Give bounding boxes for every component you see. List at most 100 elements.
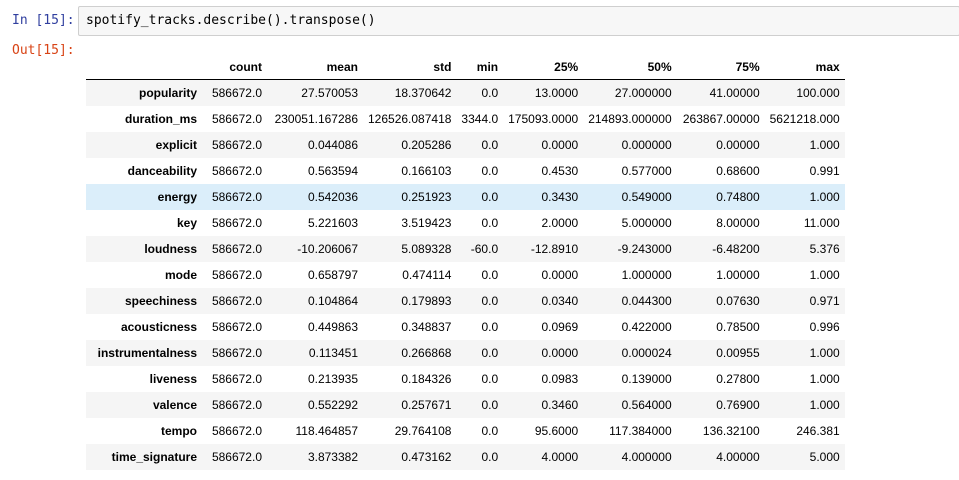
table-cell: 100.000 (796, 86, 840, 100)
table-cell: 8.00000 (716, 216, 760, 230)
table-cell: 586672.0 (211, 398, 262, 412)
table-cell: 5.000000 (621, 216, 672, 230)
table-cell: 0.473162 (401, 450, 452, 464)
table-cell: 586672.0 (211, 86, 262, 100)
table-cell: 0.00000 (716, 138, 760, 152)
table-cell: 0.0 (481, 424, 499, 438)
table-header: count mean std min 25% 50% 75% max (86, 55, 845, 80)
input-prompt: In [15]: (12, 13, 75, 28)
table-row: loudness 586672.0 -10.206067 5.089328 -60.0 -… (86, 236, 845, 262)
table-cell: 0.577000 (621, 164, 672, 178)
row-label: tempo (161, 424, 197, 438)
table-cell: -9.243000 (617, 242, 672, 256)
row-label: danceability (127, 164, 197, 178)
code-editor[interactable]: spotify_tracks.describe().transpose() (78, 6, 959, 36)
table-cell: 0.0969 (541, 320, 579, 334)
table-cell: 0.0000 (541, 268, 579, 282)
table-cell: 4.00000 (716, 450, 760, 464)
col-header-50: 50% (583, 55, 677, 80)
table-cell: 118.464857 (295, 424, 358, 438)
table-row: energy 586672.0 0.542036 0.251923 0.0 0.3430 0… (86, 184, 845, 210)
table-cell: 0.184326 (401, 372, 452, 386)
table-row: time_signature 586672.0 3.873382 0.473162 0.… (86, 444, 845, 470)
table-cell: 214893.000000 (588, 112, 672, 126)
table-cell: 5.089328 (401, 242, 452, 256)
table-cell: 0.991 (809, 164, 840, 178)
table-cell: 0.996 (809, 320, 840, 334)
table-cell: 0.78500 (716, 320, 760, 334)
table-cell: 1.000 (809, 346, 840, 360)
col-header-mean: mean (267, 55, 363, 80)
table-cell: 5.376 (809, 242, 840, 256)
table-cell: -12.8910 (530, 242, 579, 256)
table-cell: 1.000 (809, 372, 840, 386)
table-cell: -10.206067 (297, 242, 358, 256)
table-cell: 246.381 (796, 424, 840, 438)
table-cell: 586672.0 (211, 320, 262, 334)
table-cell: 5.000 (809, 450, 840, 464)
table-row: duration_ms 586672.0 230051.167286 126526.0… (86, 106, 845, 132)
table-cell: 0.0 (481, 268, 499, 282)
table-row: liveness 586672.0 0.213935 0.184326 0.0 0.098… (86, 366, 845, 392)
table-cell: 0.0 (481, 398, 499, 412)
col-header-count: count (202, 55, 267, 80)
table-cell: 1.000 (809, 398, 840, 412)
row-label: valence (152, 398, 197, 412)
row-label: speechiness (124, 294, 197, 308)
table-row: instrumentalness 586672.0 0.113451 0.266868… (86, 340, 845, 366)
code-text[interactable]: spotify_tracks.describe().transpose() (86, 13, 376, 28)
table-cell: 95.6000 (534, 424, 579, 438)
table-cell: 0.0 (481, 190, 499, 204)
table-cell: 5621218.000 (769, 112, 840, 126)
col-header-max: max (764, 55, 845, 80)
table-row: key 586672.0 5.221603 3.519423 0.0 2.0000 5.00… (86, 210, 845, 236)
table-cell: 586672.0 (211, 138, 262, 152)
table-cell: 0.549000 (621, 190, 672, 204)
row-label: energy (157, 190, 197, 204)
table-row: tempo 586672.0 118.464857 29.764108 0.0 95.60… (86, 418, 845, 444)
table-cell: 0.0000 (541, 346, 579, 360)
row-label: liveness (149, 372, 197, 386)
table-row: danceability 586672.0 0.563594 0.166103 0.0 0… (86, 158, 845, 184)
row-label: loudness (144, 242, 197, 256)
table-cell: 263867.00000 (682, 112, 760, 126)
table-cell: 29.764108 (394, 424, 452, 438)
table-cell: 586672.0 (211, 112, 262, 126)
table-cell: 0.104864 (307, 294, 358, 308)
table-cell: 0.000024 (621, 346, 672, 360)
table-row: acousticness 586672.0 0.449863 0.348837 0.0 0… (86, 314, 845, 340)
table-cell: 1.000 (809, 268, 840, 282)
row-label: acousticness (120, 320, 197, 334)
row-label: mode (164, 268, 197, 282)
row-label: explicit (155, 138, 197, 152)
table-cell: 0.474114 (402, 268, 452, 282)
table-cell: 0.449863 (307, 320, 358, 334)
input-cell[interactable]: In [15]: spotify_tracks.describe().trans… (0, 6, 959, 36)
table-cell: 0.348837 (401, 320, 452, 334)
table-cell: 3.873382 (307, 450, 358, 464)
table-row: speechiness 586672.0 0.104864 0.179893 0.0 0.… (86, 288, 845, 314)
table-row: explicit 586672.0 0.044086 0.205286 0.0 0.000… (86, 132, 845, 158)
table-cell: 41.00000 (709, 86, 760, 100)
table-cell: 0.0340 (541, 294, 579, 308)
table-cell: 586672.0 (211, 294, 262, 308)
table-cell: 0.251923 (401, 190, 452, 204)
output-prompt: Out[15]: (12, 43, 75, 58)
table-cell: 586672.0 (211, 346, 262, 360)
table-cell: 175093.0000 (508, 112, 579, 126)
table-cell: 27.000000 (614, 86, 672, 100)
table-cell: 0.139000 (621, 372, 672, 386)
describe-dataframe: count mean std min 25% 50% 75% max popul… (86, 55, 845, 470)
table-row: valence 586672.0 0.552292 0.257671 0.0 0.3460… (86, 392, 845, 418)
table-cell: 11.000 (803, 216, 840, 230)
table-cell: 0.0 (481, 86, 499, 100)
table-row: mode 586672.0 0.658797 0.474114 0.0 0.0000 1.0… (86, 262, 845, 288)
table-body: popularity 586672.0 27.570053 18.370642 0.0 1… (86, 79, 845, 470)
table-cell: 0.000000 (621, 138, 672, 152)
table-cell: 0.0 (481, 294, 499, 308)
table-cell: 0.0 (481, 138, 499, 152)
table-cell: 0.0 (481, 164, 499, 178)
table-cell: 0.044086 (307, 138, 358, 152)
table-cell: 1.000 (809, 190, 840, 204)
table-cell: 0.179893 (401, 294, 452, 308)
